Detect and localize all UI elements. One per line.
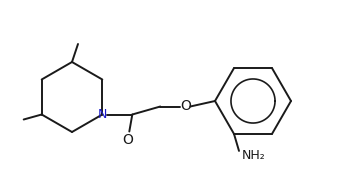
Text: O: O: [122, 133, 133, 146]
Text: O: O: [180, 100, 191, 113]
Text: NH₂: NH₂: [242, 149, 266, 162]
Text: N: N: [98, 108, 107, 121]
